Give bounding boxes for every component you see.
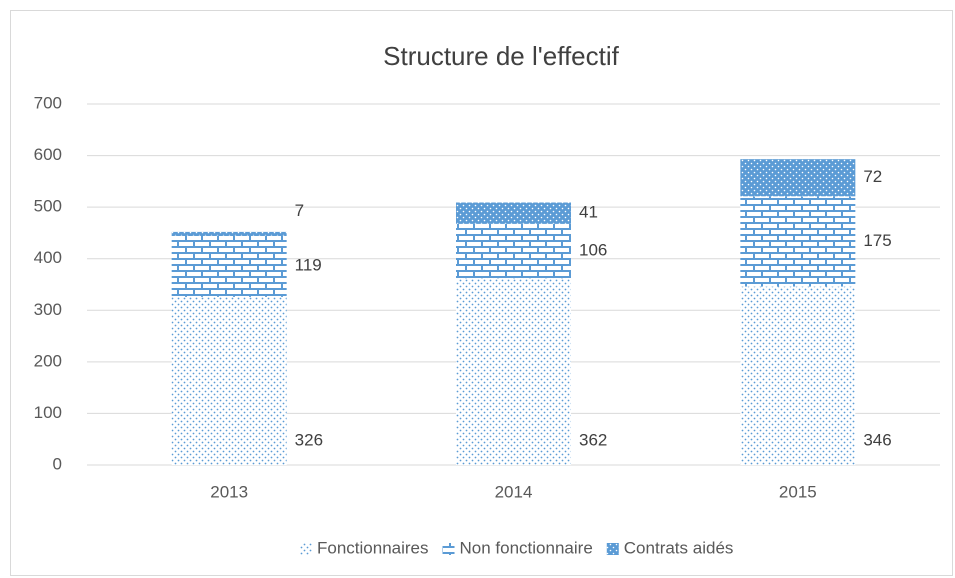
bar-segment xyxy=(456,202,571,224)
data-label: 326 xyxy=(295,430,323,449)
x-tick-label: 2014 xyxy=(495,482,533,501)
y-tick-label: 200 xyxy=(34,351,62,370)
data-label: 106 xyxy=(579,240,607,259)
x-tick-label: 2015 xyxy=(779,482,817,501)
legend-marker xyxy=(300,543,312,555)
y-tick-label: 400 xyxy=(34,248,62,267)
bar-segment xyxy=(740,159,856,197)
bar-segment xyxy=(740,196,856,287)
chart-title: Structure de l'effectif xyxy=(383,41,619,71)
legend-label: Fonctionnaires xyxy=(317,538,429,557)
data-label: 7 xyxy=(295,201,304,220)
y-tick-label: 100 xyxy=(34,403,62,422)
data-label: 346 xyxy=(863,430,891,449)
y-tick-label: 600 xyxy=(34,145,62,164)
legend-label: Contrats aidés xyxy=(624,538,734,557)
bar-segment xyxy=(456,223,571,279)
bar-segment xyxy=(456,278,571,465)
y-tick-label: 700 xyxy=(34,93,62,112)
bar-segment xyxy=(740,286,856,465)
legend-marker xyxy=(442,543,455,555)
bar-segment xyxy=(171,231,287,236)
x-tick-label: 2013 xyxy=(210,482,248,501)
y-tick-label: 0 xyxy=(53,454,62,473)
data-label: 362 xyxy=(579,430,607,449)
data-label: 175 xyxy=(863,231,891,250)
data-label: 41 xyxy=(579,203,598,222)
data-label: 119 xyxy=(295,256,322,275)
legend-marker xyxy=(606,543,619,555)
data-label: 72 xyxy=(863,167,882,186)
legend-label: Non fonctionnaire xyxy=(460,538,593,557)
bar-segment xyxy=(171,235,287,297)
y-tick-label: 300 xyxy=(34,300,62,319)
bar-segment xyxy=(171,296,287,465)
y-tick-label: 500 xyxy=(34,197,62,216)
